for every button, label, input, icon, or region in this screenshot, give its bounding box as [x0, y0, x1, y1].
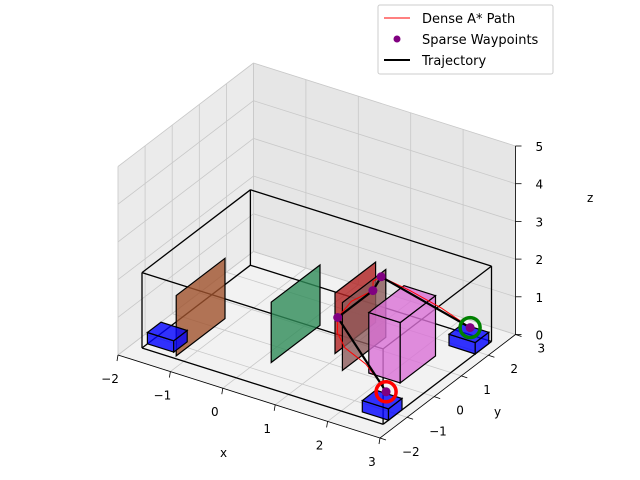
x-axis-label: x: [220, 446, 227, 460]
grid-back-z: [253, 213, 516, 298]
y-tick-label: 1: [483, 383, 491, 397]
grid-left-z: [117, 138, 254, 243]
wall-pink-top-face: [367, 285, 437, 324]
x-tick-label: −2: [101, 372, 119, 386]
start-marker: [374, 380, 398, 404]
y-tick: [461, 375, 468, 379]
y-axis-line: [379, 334, 516, 439]
y-tick-label: 0: [456, 404, 464, 418]
x-tick-label: 2: [316, 438, 324, 452]
y-tick: [488, 354, 495, 358]
grid-back-z: [253, 175, 516, 260]
grid-left-z: [117, 100, 254, 205]
x-tick: [221, 388, 224, 395]
x-tick: [273, 404, 276, 411]
y-tick: [379, 437, 387, 441]
z-tick-label: 0: [536, 329, 544, 343]
y-tick-label: 2: [510, 362, 518, 376]
y-tick-label: −2: [402, 445, 420, 459]
z-tick-label: 4: [536, 178, 544, 192]
waypoint-marker: [376, 272, 386, 282]
wall-green-side-face: [270, 263, 321, 364]
grid-back-z: [253, 62, 516, 147]
axis-lines: [117, 146, 516, 439]
grid-back-z: [253, 138, 516, 222]
y-tick-label: 3: [538, 342, 546, 356]
grid-left-z: [117, 213, 254, 318]
room-edge: [250, 189, 492, 267]
legend-waypoint-marker: [393, 35, 401, 43]
waypoint-marker: [465, 323, 475, 333]
legend-dense-label: Dense A* Path: [422, 12, 515, 27]
x-tick-label: 1: [263, 422, 271, 436]
waypoint-marker: [381, 387, 391, 397]
waypoint-marker: [368, 286, 378, 296]
legend-box: [377, 4, 554, 75]
axis-panes: [117, 62, 517, 439]
x-tick-label: 0: [211, 405, 219, 419]
y-tick-label: −1: [429, 424, 447, 438]
y-axis-label: y: [494, 405, 501, 419]
room-edge: [141, 189, 251, 274]
grid-left-z: [117, 175, 254, 280]
legend-waypoint-label: Sparse Waypoints: [422, 33, 539, 48]
y-tick: [434, 396, 441, 399]
x-tick: [326, 421, 328, 428]
grid-left-z: [117, 62, 254, 167]
legend: Dense A* Path Sparse Waypoints Trajector…: [377, 4, 554, 75]
grid-floor-x: [170, 267, 307, 372]
grid-back-z: [253, 100, 516, 185]
z-tick-label: 1: [536, 291, 544, 305]
z-tick-label: 5: [536, 140, 544, 154]
room-edge: [141, 347, 384, 425]
y-tick: [406, 416, 414, 420]
z-axis-label: z: [587, 191, 593, 205]
x-tick: [378, 437, 381, 445]
z-tick-label: 3: [536, 215, 544, 229]
dense-path-line: [336, 276, 471, 393]
legend-trajectory-label: Trajectory: [421, 54, 486, 69]
goal-marker: [458, 315, 482, 340]
pad-left-top-face: [146, 321, 189, 342]
x-tick: [116, 354, 119, 362]
x-tick: [169, 371, 171, 378]
x-tick-label: −1: [154, 389, 172, 403]
x-tick-label: 3: [368, 455, 376, 469]
waypoint-marker: [333, 313, 343, 322]
markers: [333, 272, 482, 404]
wall-orange-side-face: [175, 257, 226, 358]
x-axis-line: [117, 354, 381, 439]
z-tick-label: 2: [536, 253, 544, 267]
